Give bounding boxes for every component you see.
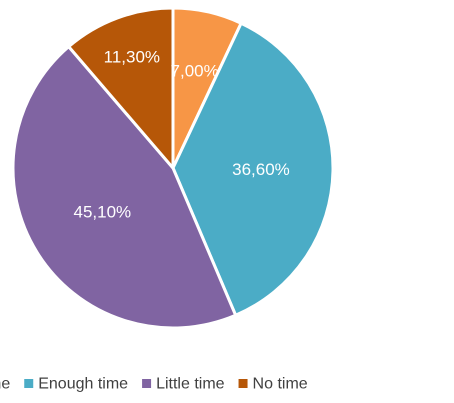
- legend-swatch-enough-time: [24, 379, 34, 388]
- slice-label-enough-time: 36,60%: [232, 160, 290, 179]
- slice-label-little-time: 45,10%: [73, 202, 131, 221]
- legend-swatch-little-time: [142, 379, 152, 388]
- pie-slice-enough-time: [171, 21, 335, 317]
- slice-labels: 7,00% 36,60% 45,10% 11,30%: [73, 47, 289, 221]
- legend: time Enough time Little time No time: [0, 376, 308, 393]
- legend-label-little-time: Little time: [156, 376, 225, 393]
- slice-label-no-time: 11,30%: [104, 47, 160, 66]
- pie-slice-little-time: [11, 45, 238, 330]
- legend-swatch-no-time: [238, 379, 248, 388]
- pie-slices: [11, 6, 335, 330]
- legend-label-no-time: No time: [253, 376, 308, 393]
- slice-label-plenty-of-time: 7,00%: [171, 62, 219, 81]
- legend-label-plenty-of-time: time: [0, 376, 10, 393]
- legend-label-enough-time: Enough time: [38, 376, 128, 393]
- pie-slice-no-time: [67, 6, 175, 170]
